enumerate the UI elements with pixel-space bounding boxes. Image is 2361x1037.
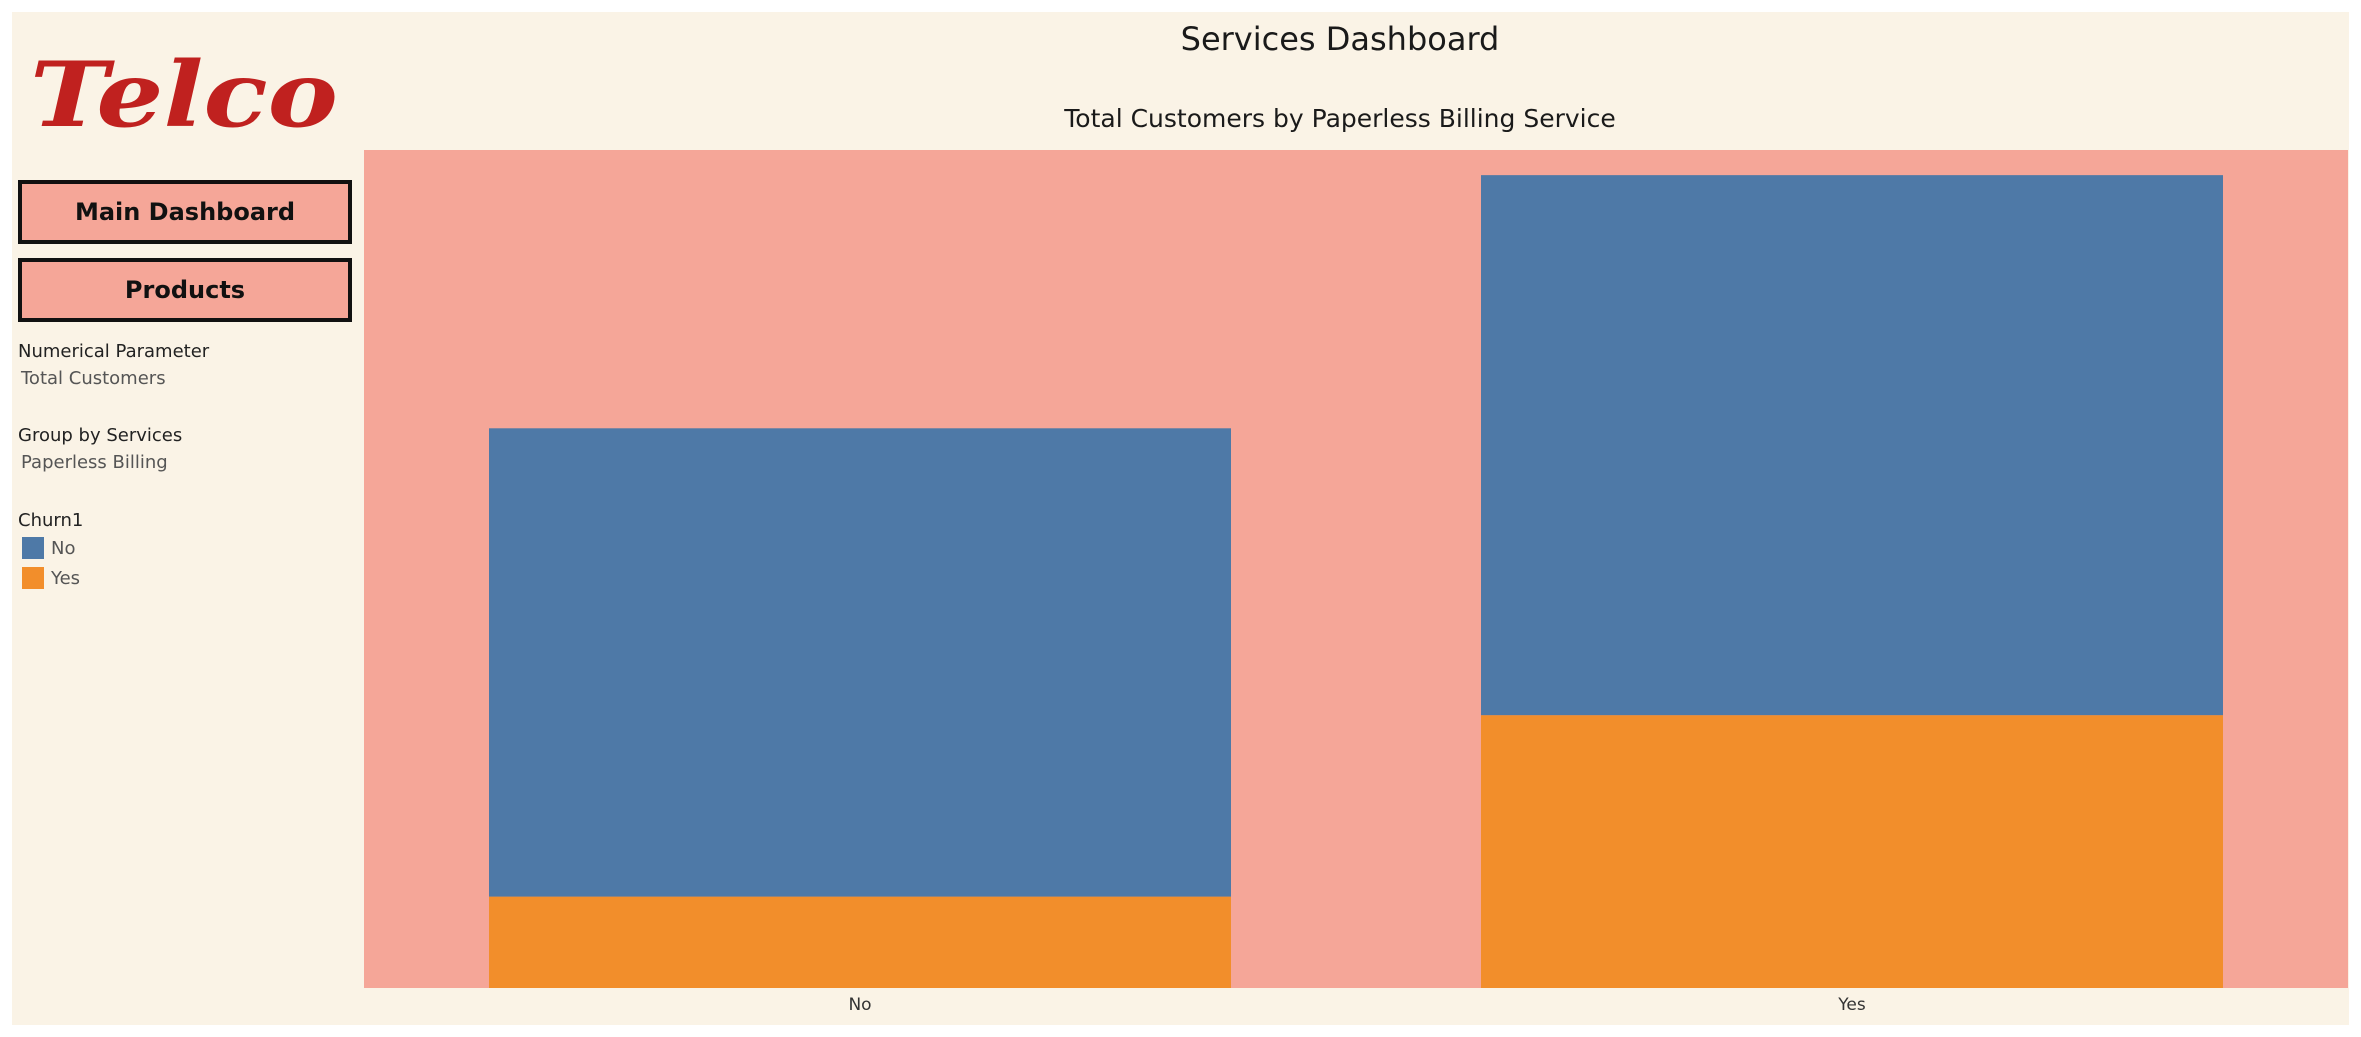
group-by-services-value[interactable]: Paperless Billing <box>21 452 168 473</box>
bar-segment-no-churn-yes[interactable] <box>489 896 1231 988</box>
x-tick-label-yes: Yes <box>1837 995 1866 1015</box>
legend-title: Churn1 <box>18 510 84 531</box>
x-tick-label-no: No <box>848 995 871 1015</box>
products-button[interactable]: Products <box>18 258 352 322</box>
bar-segment-no-churn-no[interactable] <box>489 428 1231 897</box>
legend-swatch-yes <box>22 567 44 589</box>
group-by-services-label: Group by Services <box>18 425 183 446</box>
legend-label-yes: Yes <box>51 567 81 589</box>
numerical-parameter-label: Numerical Parameter <box>18 341 210 362</box>
numerical-parameter-value[interactable]: Total Customers <box>21 368 166 389</box>
main-dashboard-button[interactable]: Main Dashboard <box>18 180 352 244</box>
legend-label-no: No <box>51 537 76 559</box>
dashboard-title: Services Dashboard <box>1180 20 1500 58</box>
telco-logo-text: Telco <box>30 42 338 138</box>
legend-swatch-no <box>22 537 44 559</box>
legend-item-yes[interactable]: Yes <box>22 567 80 589</box>
chart-title: Total Customers by Paperless Billing Ser… <box>1064 104 1616 133</box>
legend-item-no[interactable]: No <box>22 537 75 559</box>
stacked-bar-chart: No Yes <box>364 150 2348 1015</box>
telco-logo: Telco <box>30 42 338 138</box>
bar-segment-yes-churn-no[interactable] <box>1481 175 2223 716</box>
bar-segment-yes-churn-yes[interactable] <box>1481 715 2223 988</box>
